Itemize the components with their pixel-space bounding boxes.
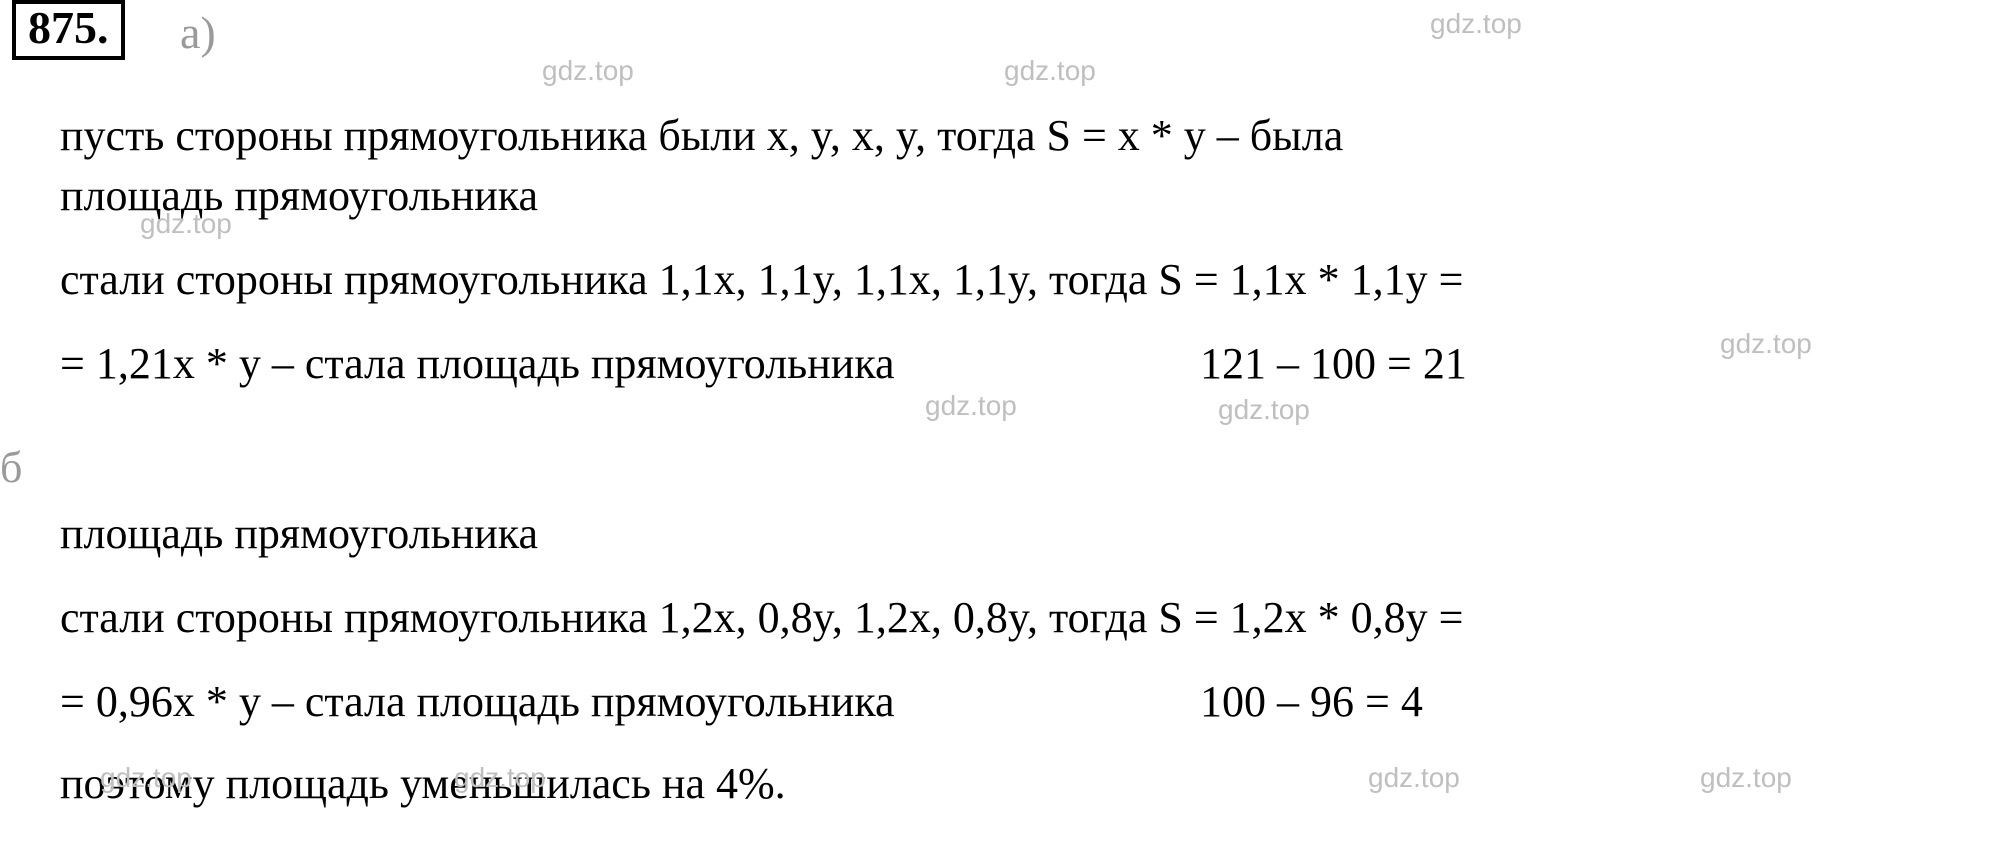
- watermark: gdz.top: [1004, 55, 1096, 87]
- text-line-6: стали стороны прямоугольника 1,2x, 0,8y,…: [60, 594, 1464, 642]
- watermark: gdz.top: [1430, 8, 1522, 40]
- problem-number: 875.: [28, 2, 109, 53]
- watermark: gdz.top: [925, 390, 1017, 422]
- watermark: gdz.top: [1368, 762, 1460, 794]
- text-line-1: пусть стороны прямоугольника были x, y, …: [60, 112, 1343, 160]
- watermark: gdz.top: [1218, 394, 1310, 426]
- part-b-label: б: [0, 442, 22, 493]
- text-line-4a: = 1,21x * y – стала площадь прямоугольни…: [60, 340, 895, 388]
- text-line-8: поэтому площадь уменьшилась на 4%.: [60, 760, 786, 808]
- text-line-2: площадь прямоугольника: [60, 172, 538, 220]
- text-line-7b: 100 – 96 = 4: [1200, 678, 1423, 726]
- part-a-label: а): [180, 6, 216, 59]
- problem-number-box: 875.: [12, 0, 125, 60]
- watermark: gdz.top: [1700, 762, 1792, 794]
- text-line-4b: 121 – 100 = 21: [1200, 340, 1467, 388]
- text-line-3: стали стороны прямоугольника 1,1x, 1,1y,…: [60, 256, 1464, 304]
- watermark: gdz.top: [1720, 328, 1812, 360]
- text-line-7a: = 0,96x * y – стала площадь прямоугольни…: [60, 678, 895, 726]
- text-line-5: площадь прямоугольника: [60, 510, 538, 558]
- watermark: gdz.top: [542, 55, 634, 87]
